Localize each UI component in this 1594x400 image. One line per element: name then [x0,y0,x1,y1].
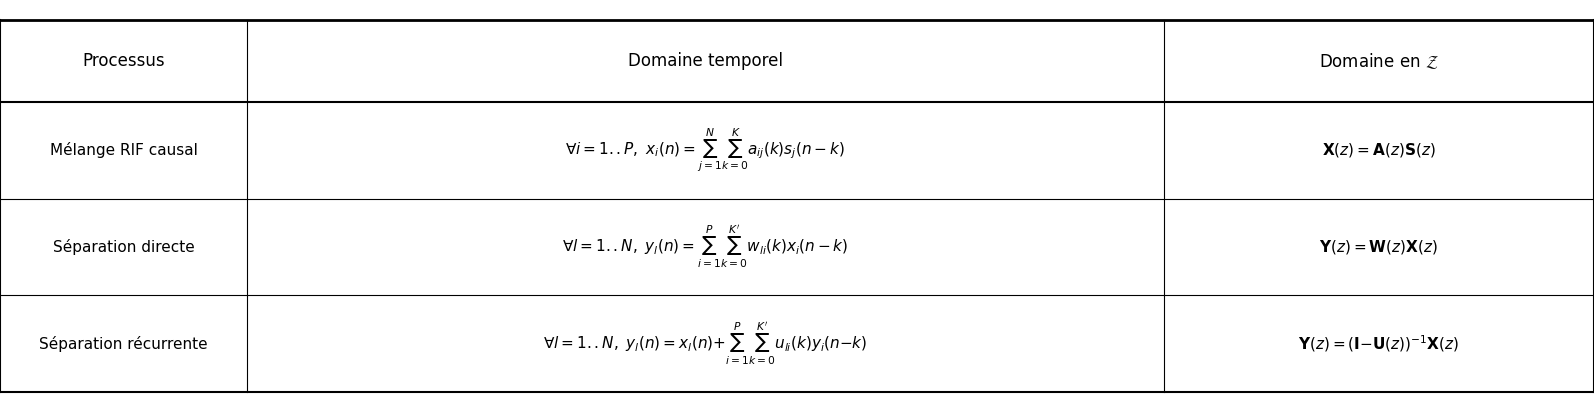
Text: Séparation directe: Séparation directe [53,239,194,255]
Text: $\mathbf{X}(z) = \mathbf{A}(z)\mathbf{S}(z)$: $\mathbf{X}(z) = \mathbf{A}(z)\mathbf{S}… [1321,141,1436,159]
Text: Mélange RIF causal: Mélange RIF causal [49,142,198,158]
Text: $\forall l = 1..N, \ y_l(n) = \sum_{i=1}^{P}\sum_{k=0}^{K'} w_{li}(k)x_i(n-k)$: $\forall l = 1..N, \ y_l(n) = \sum_{i=1}… [563,224,848,270]
Text: Domaine en $\mathcal{Z}$: Domaine en $\mathcal{Z}$ [1318,51,1439,71]
Text: $\mathbf{Y}(z) = \mathbf{W}(z)\mathbf{X}(z)$: $\mathbf{Y}(z) = \mathbf{W}(z)\mathbf{X}… [1320,238,1438,256]
Text: Séparation récurrente: Séparation récurrente [40,336,207,352]
Text: Domaine temporel: Domaine temporel [628,52,783,70]
Text: $\mathbf{Y}(z) = (\mathbf{I}{-}\mathbf{U}(z))^{-1}\mathbf{X}(z)$: $\mathbf{Y}(z) = (\mathbf{I}{-}\mathbf{U… [1298,333,1460,354]
Text: Processus: Processus [83,52,164,70]
Text: $\forall l = 1..N, \ y_l(n) = x_l(n){+}\sum_{i=1}^{P}\sum_{k=0}^{K'} u_{li}(k)y_: $\forall l = 1..N, \ y_l(n) = x_l(n){+}\… [544,320,867,367]
Text: $\forall i = 1..P, \ x_i(n) = \sum_{j=1}^{N}\sum_{k=0}^{K} a_{ij}(k)s_j(n-k)$: $\forall i = 1..P, \ x_i(n) = \sum_{j=1}… [566,126,845,174]
